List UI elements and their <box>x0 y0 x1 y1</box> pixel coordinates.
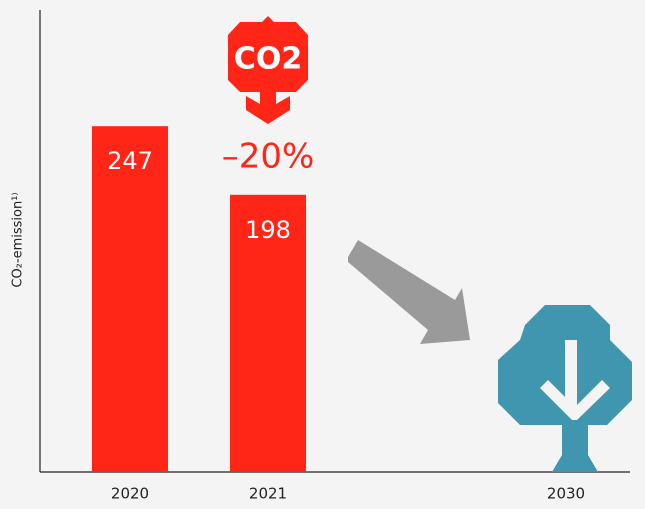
tree-icon <box>498 305 632 472</box>
trend-arrow <box>348 240 470 344</box>
x-tick-label: 2030 <box>547 485 585 503</box>
bar <box>92 126 168 472</box>
y-axis-label: CO₂-emission¹⁾ <box>11 192 26 287</box>
badge-label: CO2 <box>234 42 302 77</box>
x-tick-label: 2021 <box>249 485 287 503</box>
co2-badge <box>228 16 308 124</box>
change-label: –20% <box>222 137 315 177</box>
x-tick-label: 2020 <box>111 485 149 503</box>
bar <box>230 194 306 473</box>
data-label: 247 <box>107 147 153 175</box>
data-label: 198 <box>245 216 291 244</box>
